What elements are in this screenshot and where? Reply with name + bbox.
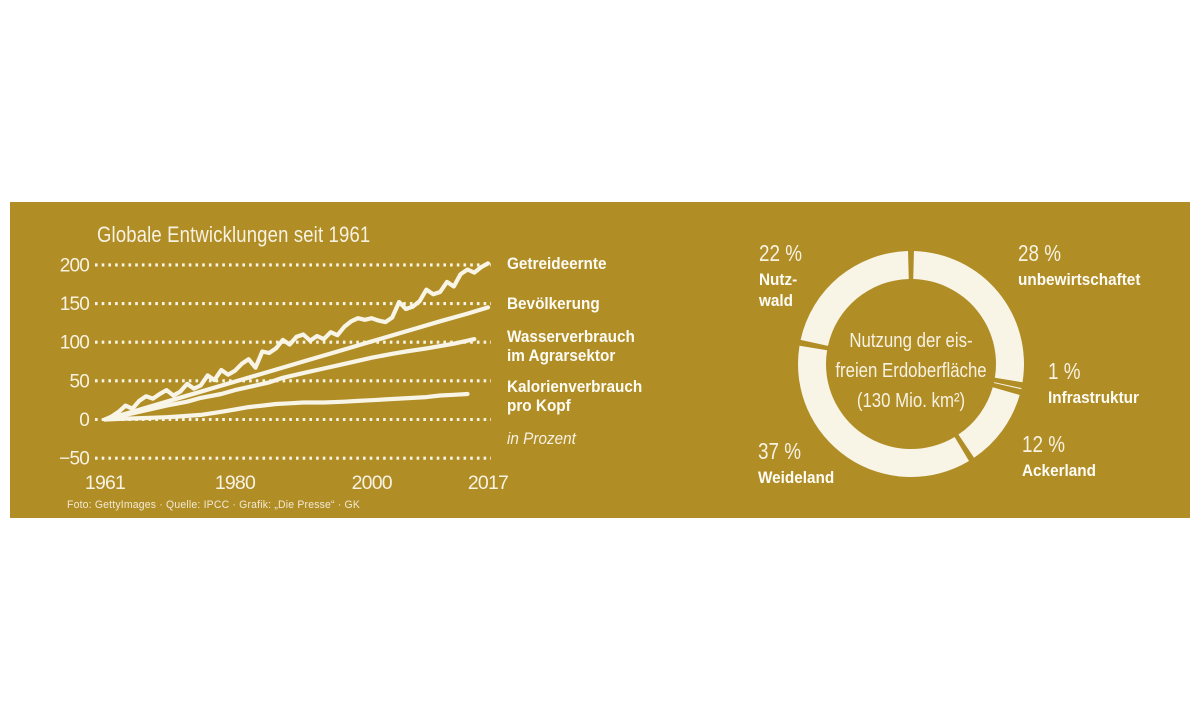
x-tick-label: 1961	[85, 472, 125, 494]
legend-item-kalorienverbrauch: Kalorienverbrauch pro Kopf	[507, 377, 657, 415]
x-tick-label: 2017	[468, 472, 508, 494]
slice-label-line: Ackerland	[1022, 461, 1096, 480]
donut-slice-nutzwald	[800, 251, 909, 346]
x-tick-label: 1980	[215, 472, 256, 494]
series-line-getreideernte	[102, 261, 491, 422]
slice-percent: 37 %	[758, 438, 801, 464]
slice-percent: 22 %	[759, 240, 802, 266]
legend-item-getreideernte: Getreideernte	[507, 254, 618, 273]
y-tick-label: 100	[60, 333, 90, 354]
slice-label-line: unbewirtschaftet	[1018, 270, 1141, 289]
donut-slice-infrastruktur	[993, 382, 1022, 390]
legend-label-line: im Agrarsektor	[507, 346, 616, 365]
legend-item-bevoelkerung: Bevölkerung	[507, 294, 610, 313]
series-line-bev-lkerung	[102, 305, 491, 422]
donut-label-ackerland: 12 % Ackerland	[1022, 431, 1104, 481]
y-tick-label: 200	[60, 255, 90, 276]
donut-slice-unbewirtschaftet	[913, 251, 1024, 383]
donut-slice-weideland	[798, 345, 970, 477]
series-line-wasserverbrauch-im-agrarsektor	[102, 337, 477, 422]
y-tick-label: 50	[69, 371, 89, 392]
donut-center-text: Nutzung der eis- freien Erdoberfläche (1…	[819, 326, 1004, 416]
line-chart-title-text: Globale Entwicklungen seit 1961	[97, 222, 371, 247]
donut-center-line: (130 Mio. km²)	[856, 390, 966, 412]
y-tick-label: 0	[79, 410, 89, 431]
y-tick-label: 150	[60, 294, 90, 315]
legend-label-line: pro Kopf	[507, 396, 571, 415]
infographic-panel: 200 150 100 50 0 −50 1961 1980 2000 2017 Globale …	[10, 202, 1190, 518]
series-line-kalorienverbrauch-pro-kopf	[102, 391, 470, 422]
donut-center-line: Nutzung der eis-	[849, 330, 973, 352]
unit-note-text: in Prozent	[507, 429, 576, 448]
legend-item-wasserverbrauch: Wasserverbrauch im Agrarsektor	[507, 327, 649, 365]
legend-label-line: Wasserverbrauch	[507, 327, 635, 346]
credit-line: Foto: GettyImages · Quelle: IPCC · Grafi…	[67, 499, 375, 511]
donut-center-line: freien Erdoberfläche	[835, 360, 987, 382]
donut-label-infrastruktur: 1 % Infrastruktur	[1048, 358, 1149, 408]
legend-label: Getreideernte	[507, 254, 607, 273]
slice-percent: 1 %	[1048, 358, 1081, 384]
slice-percent: 28 %	[1018, 240, 1061, 266]
slice-label-line: Nutz-	[759, 270, 798, 289]
credit-text: Foto: GettyImages · Quelle: IPCC · Grafi…	[67, 499, 361, 511]
donut-label-unbewirtschaftet: 28 % unbewirtschaftet	[1018, 240, 1154, 290]
unit-note: in Prozent	[507, 429, 584, 449]
slice-label-line: Infrastruktur	[1048, 388, 1139, 407]
line-chart-title: Globale Entwicklungen seit 1961	[97, 222, 422, 248]
donut-label-nutzwald: 22 % Nutz- wald	[759, 240, 811, 311]
slice-label-line: wald	[759, 291, 794, 310]
y-tick-label: −50	[59, 449, 89, 470]
donut-slice-ackerland	[958, 387, 1020, 458]
x-tick-label: 2000	[352, 472, 393, 494]
slice-label-line: Weideland	[758, 468, 835, 487]
legend-label-line: Kalorienverbrauch	[507, 377, 643, 396]
donut-label-weideland: 37 % Weideland	[758, 438, 843, 488]
legend-label: Bevölkerung	[507, 294, 600, 313]
slice-percent: 12 %	[1022, 431, 1065, 457]
